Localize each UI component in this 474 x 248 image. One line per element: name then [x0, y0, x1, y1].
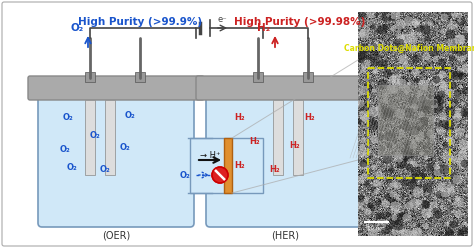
Text: High Purity (>99.9%): High Purity (>99.9%) [78, 17, 202, 27]
Bar [303, 72, 313, 82]
Text: O₂: O₂ [180, 171, 191, 180]
FancyBboxPatch shape [28, 76, 204, 100]
Bar [273, 100, 283, 175]
Text: H₂: H₂ [235, 114, 246, 123]
Text: High Purity (>99.98%): High Purity (>99.98%) [234, 17, 365, 27]
Text: O₂: O₂ [60, 146, 70, 155]
Text: Carbon Dots@Nafion Membrane: Carbon Dots@Nafion Membrane [344, 43, 474, 53]
Text: (OER): (OER) [102, 230, 130, 240]
Text: H₂: H₂ [235, 160, 246, 169]
Text: O₂: O₂ [125, 111, 136, 120]
Text: O₂: O₂ [100, 165, 110, 175]
Text: H₂: H₂ [305, 114, 315, 123]
Text: 10 nm: 10 nm [367, 226, 385, 231]
Text: H₂: H₂ [290, 141, 301, 150]
Text: O₂: O₂ [63, 114, 73, 123]
Text: O₂: O₂ [119, 144, 130, 153]
FancyBboxPatch shape [2, 2, 472, 246]
Text: H₂: H₂ [250, 137, 260, 147]
Bar [135, 72, 145, 82]
Text: H₂: H₂ [257, 23, 271, 33]
Bar [293, 100, 303, 175]
Bar [190, 138, 263, 193]
Text: (HER): (HER) [271, 230, 299, 240]
Bar [85, 100, 95, 175]
FancyBboxPatch shape [196, 76, 372, 100]
Bar [253, 72, 263, 82]
Text: O₂: O₂ [70, 23, 83, 33]
FancyBboxPatch shape [206, 91, 362, 227]
Circle shape [212, 167, 228, 183]
Bar [85, 72, 95, 82]
Bar [105, 100, 115, 175]
Bar [368, 68, 450, 178]
FancyBboxPatch shape [38, 91, 194, 227]
Bar [224, 138, 232, 193]
Bar [378, 85, 433, 155]
Text: H₂: H₂ [270, 165, 280, 175]
Text: O₂: O₂ [67, 163, 77, 173]
Text: O₂: O₂ [90, 130, 100, 139]
Text: → H⁺: → H⁺ [200, 151, 220, 159]
Text: e⁻: e⁻ [217, 15, 227, 24]
